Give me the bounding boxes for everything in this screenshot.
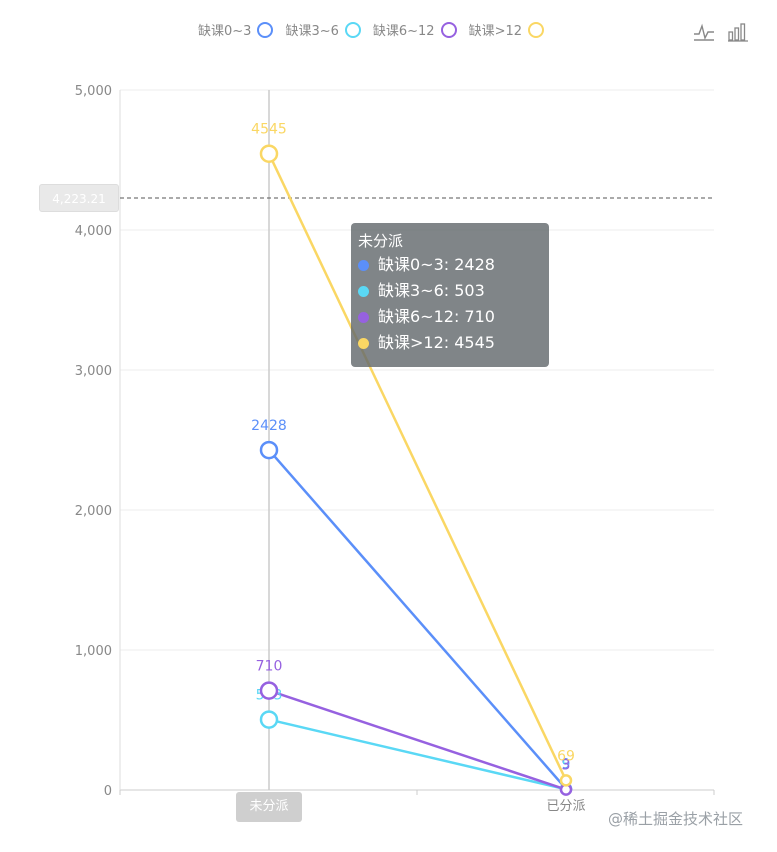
- x-tick-label: 已分派: [546, 799, 585, 814]
- y-tick-label: 2,000: [75, 504, 112, 519]
- line-chart-icon[interactable]: [693, 22, 715, 42]
- tooltip-row-text: 缺课0~3: 2428: [378, 255, 495, 274]
- data-point: [259, 144, 279, 163]
- data-point: [259, 681, 279, 700]
- legend-swatch: [257, 21, 274, 38]
- series-line: [267, 153, 568, 781]
- data-label: 69: [557, 748, 575, 764]
- tooltip-row-text: 缺课>12: 4545: [378, 333, 495, 352]
- data-point: [259, 440, 279, 460]
- tooltip-row: 缺课3~6: 503: [358, 278, 542, 304]
- legend-label: 缺课3~6: [285, 24, 339, 39]
- bar-chart-icon[interactable]: [727, 22, 749, 42]
- legend-label: 缺课>12: [468, 24, 523, 39]
- x-axis-pointer-label: 未分派: [236, 792, 302, 822]
- tooltip-dot: [358, 311, 369, 323]
- y-tick-label: 1,000: [75, 644, 112, 659]
- tooltip-row: 缺课>12: 4545: [358, 330, 542, 356]
- y-tick-label: 3,000: [75, 364, 112, 379]
- legend-item-2[interactable]: 缺课6~12: [373, 20, 457, 39]
- y-tick-label: 5,000: [75, 84, 112, 99]
- legend: 缺课0~3 缺课3~6 缺课6~12 缺课>12: [198, 20, 556, 39]
- toolbox: [693, 22, 761, 42]
- tooltip-row-text: 缺课6~12: 710: [378, 307, 495, 326]
- tooltip-row: 缺课0~3: 2428: [358, 252, 542, 278]
- y-tick-label: 0: [104, 784, 112, 799]
- legend-swatch: [440, 21, 457, 38]
- legend-label: 缺课0~3: [198, 24, 252, 39]
- data-point: [559, 774, 573, 787]
- data-label: 3: [562, 758, 571, 774]
- watermark: @稀土掘金技术社区: [608, 810, 744, 828]
- y-tick-label: 4,000: [75, 224, 112, 239]
- y-axis-pointer-label: 4,223.21: [39, 184, 119, 212]
- legend-item-3[interactable]: 缺课>12: [468, 20, 545, 39]
- tooltip-row: 缺课6~12: 710: [358, 304, 542, 330]
- data-label: 710: [256, 659, 283, 675]
- data-label: 4545: [251, 122, 287, 138]
- tooltip-title: 未分派: [358, 232, 404, 250]
- tooltip: 未分派 缺课0~3: 2428 缺课3~6: 503 缺课6~12: 710 缺…: [351, 223, 549, 367]
- tooltip-dot: [358, 259, 369, 271]
- data-label: 5: [562, 757, 571, 773]
- legend-item-0[interactable]: 缺课0~3: [198, 20, 274, 39]
- legend-item-1[interactable]: 缺课3~6: [285, 20, 361, 39]
- data-point: [259, 710, 279, 729]
- data-label: 9: [562, 757, 571, 773]
- tooltip-dot: [358, 285, 369, 297]
- series-line: [268, 718, 567, 791]
- data-label: 2428: [251, 418, 287, 434]
- tooltip-row-text: 缺课3~6: 503: [378, 281, 485, 300]
- legend-swatch: [528, 21, 545, 38]
- legend-label: 缺课6~12: [372, 24, 435, 39]
- tooltip-dot: [358, 337, 369, 349]
- series-line: [268, 449, 567, 790]
- series-line: [268, 689, 567, 791]
- legend-swatch: [344, 21, 361, 38]
